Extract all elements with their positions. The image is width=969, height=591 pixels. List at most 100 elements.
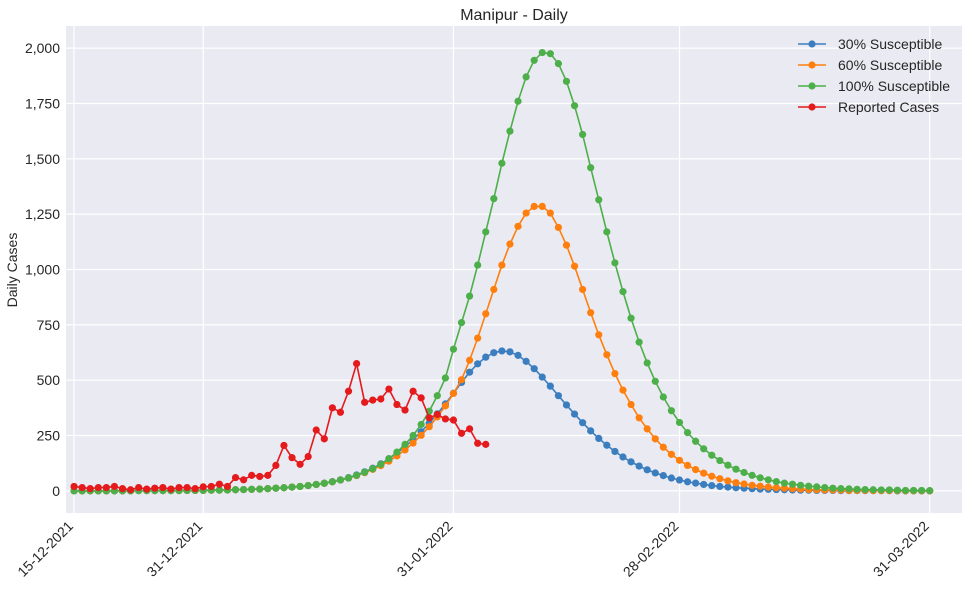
data-point <box>175 483 183 492</box>
legend-label: 60% Susceptible <box>838 57 943 73</box>
data-point <box>700 480 708 489</box>
data-point <box>708 472 716 480</box>
data-point <box>352 359 361 368</box>
data-point <box>692 437 700 445</box>
data-point <box>328 404 336 412</box>
data-point <box>369 396 377 404</box>
data-point <box>490 195 498 203</box>
data-point <box>490 349 498 357</box>
data-point <box>619 288 627 296</box>
data-point <box>667 450 676 458</box>
data-point <box>482 440 490 448</box>
data-point <box>732 484 740 492</box>
data-point <box>675 476 684 484</box>
data-point <box>554 392 563 400</box>
data-point <box>231 473 240 482</box>
chart-title: Manipur - Daily <box>460 7 568 24</box>
data-point <box>506 240 514 248</box>
data-point <box>667 407 676 415</box>
x-tick-label: 28-02-2022 <box>620 518 682 580</box>
data-point <box>409 431 417 440</box>
data-point <box>474 439 482 447</box>
data-point <box>562 241 571 249</box>
data-point <box>457 429 466 437</box>
data-point <box>126 486 135 494</box>
data-point <box>821 483 829 492</box>
data-point <box>764 483 772 491</box>
data-point <box>199 483 207 491</box>
data-point <box>619 453 627 461</box>
data-point <box>667 474 676 482</box>
data-point <box>554 60 563 68</box>
data-point <box>248 471 256 479</box>
data-point <box>417 431 425 439</box>
data-point <box>570 102 579 110</box>
data-point <box>635 338 643 346</box>
data-point <box>861 485 869 494</box>
data-point <box>716 482 724 491</box>
data-point <box>740 468 748 477</box>
y-tick-label: 2,000 <box>25 40 60 56</box>
data-point <box>482 353 490 361</box>
data-point <box>280 441 288 450</box>
data-point <box>239 485 248 494</box>
data-point <box>675 418 684 427</box>
data-point <box>506 348 514 356</box>
data-point <box>877 486 885 494</box>
data-point <box>570 410 579 418</box>
data-point <box>635 462 643 470</box>
data-point <box>304 452 312 461</box>
data-point <box>457 376 466 384</box>
data-point <box>417 394 425 402</box>
data-point <box>215 480 223 488</box>
data-point <box>796 481 805 489</box>
data-point <box>441 374 449 382</box>
data-point <box>724 483 732 491</box>
series-3 <box>70 359 490 494</box>
data-point <box>320 435 328 443</box>
data-point <box>522 357 530 365</box>
data-point <box>288 454 296 462</box>
data-point <box>272 484 280 492</box>
data-point <box>522 73 530 81</box>
data-point <box>498 159 506 167</box>
data-point <box>595 196 603 204</box>
data-point <box>352 471 361 479</box>
data-point <box>449 389 458 398</box>
series-line <box>73 363 486 491</box>
data-point <box>562 401 571 409</box>
data-point <box>530 202 538 211</box>
data-point <box>659 471 667 480</box>
data-point <box>498 261 506 269</box>
data-point <box>377 395 385 403</box>
data-point <box>272 461 280 470</box>
y-ticks: 0 250 500 750 1,000 1,250 1,500 1,750 2,000 <box>25 40 60 499</box>
data-point <box>756 474 764 482</box>
data-point <box>700 469 708 477</box>
data-point <box>643 466 651 474</box>
data-point <box>579 130 587 139</box>
legend-marker <box>808 82 816 90</box>
data-point <box>603 228 611 236</box>
data-point <box>151 484 159 492</box>
data-point <box>514 222 522 230</box>
data-point <box>772 477 780 486</box>
data-point <box>780 484 789 492</box>
data-point <box>361 398 369 406</box>
data-point <box>417 420 425 429</box>
data-point <box>159 483 167 492</box>
data-point <box>231 486 240 494</box>
data-point <box>336 408 345 416</box>
legend: 30% Susceptible 60% Susceptible 100% Susce… <box>798 36 950 115</box>
data-point <box>780 479 789 487</box>
x-tick-label: 31-03-2022 <box>870 518 932 580</box>
data-point <box>433 410 441 419</box>
legend-label: Reported Cases <box>838 99 939 115</box>
data-point <box>466 368 474 376</box>
data-point <box>110 482 119 491</box>
data-point <box>603 351 611 359</box>
data-point <box>716 456 724 465</box>
data-point <box>320 479 328 487</box>
data-point <box>611 369 619 378</box>
